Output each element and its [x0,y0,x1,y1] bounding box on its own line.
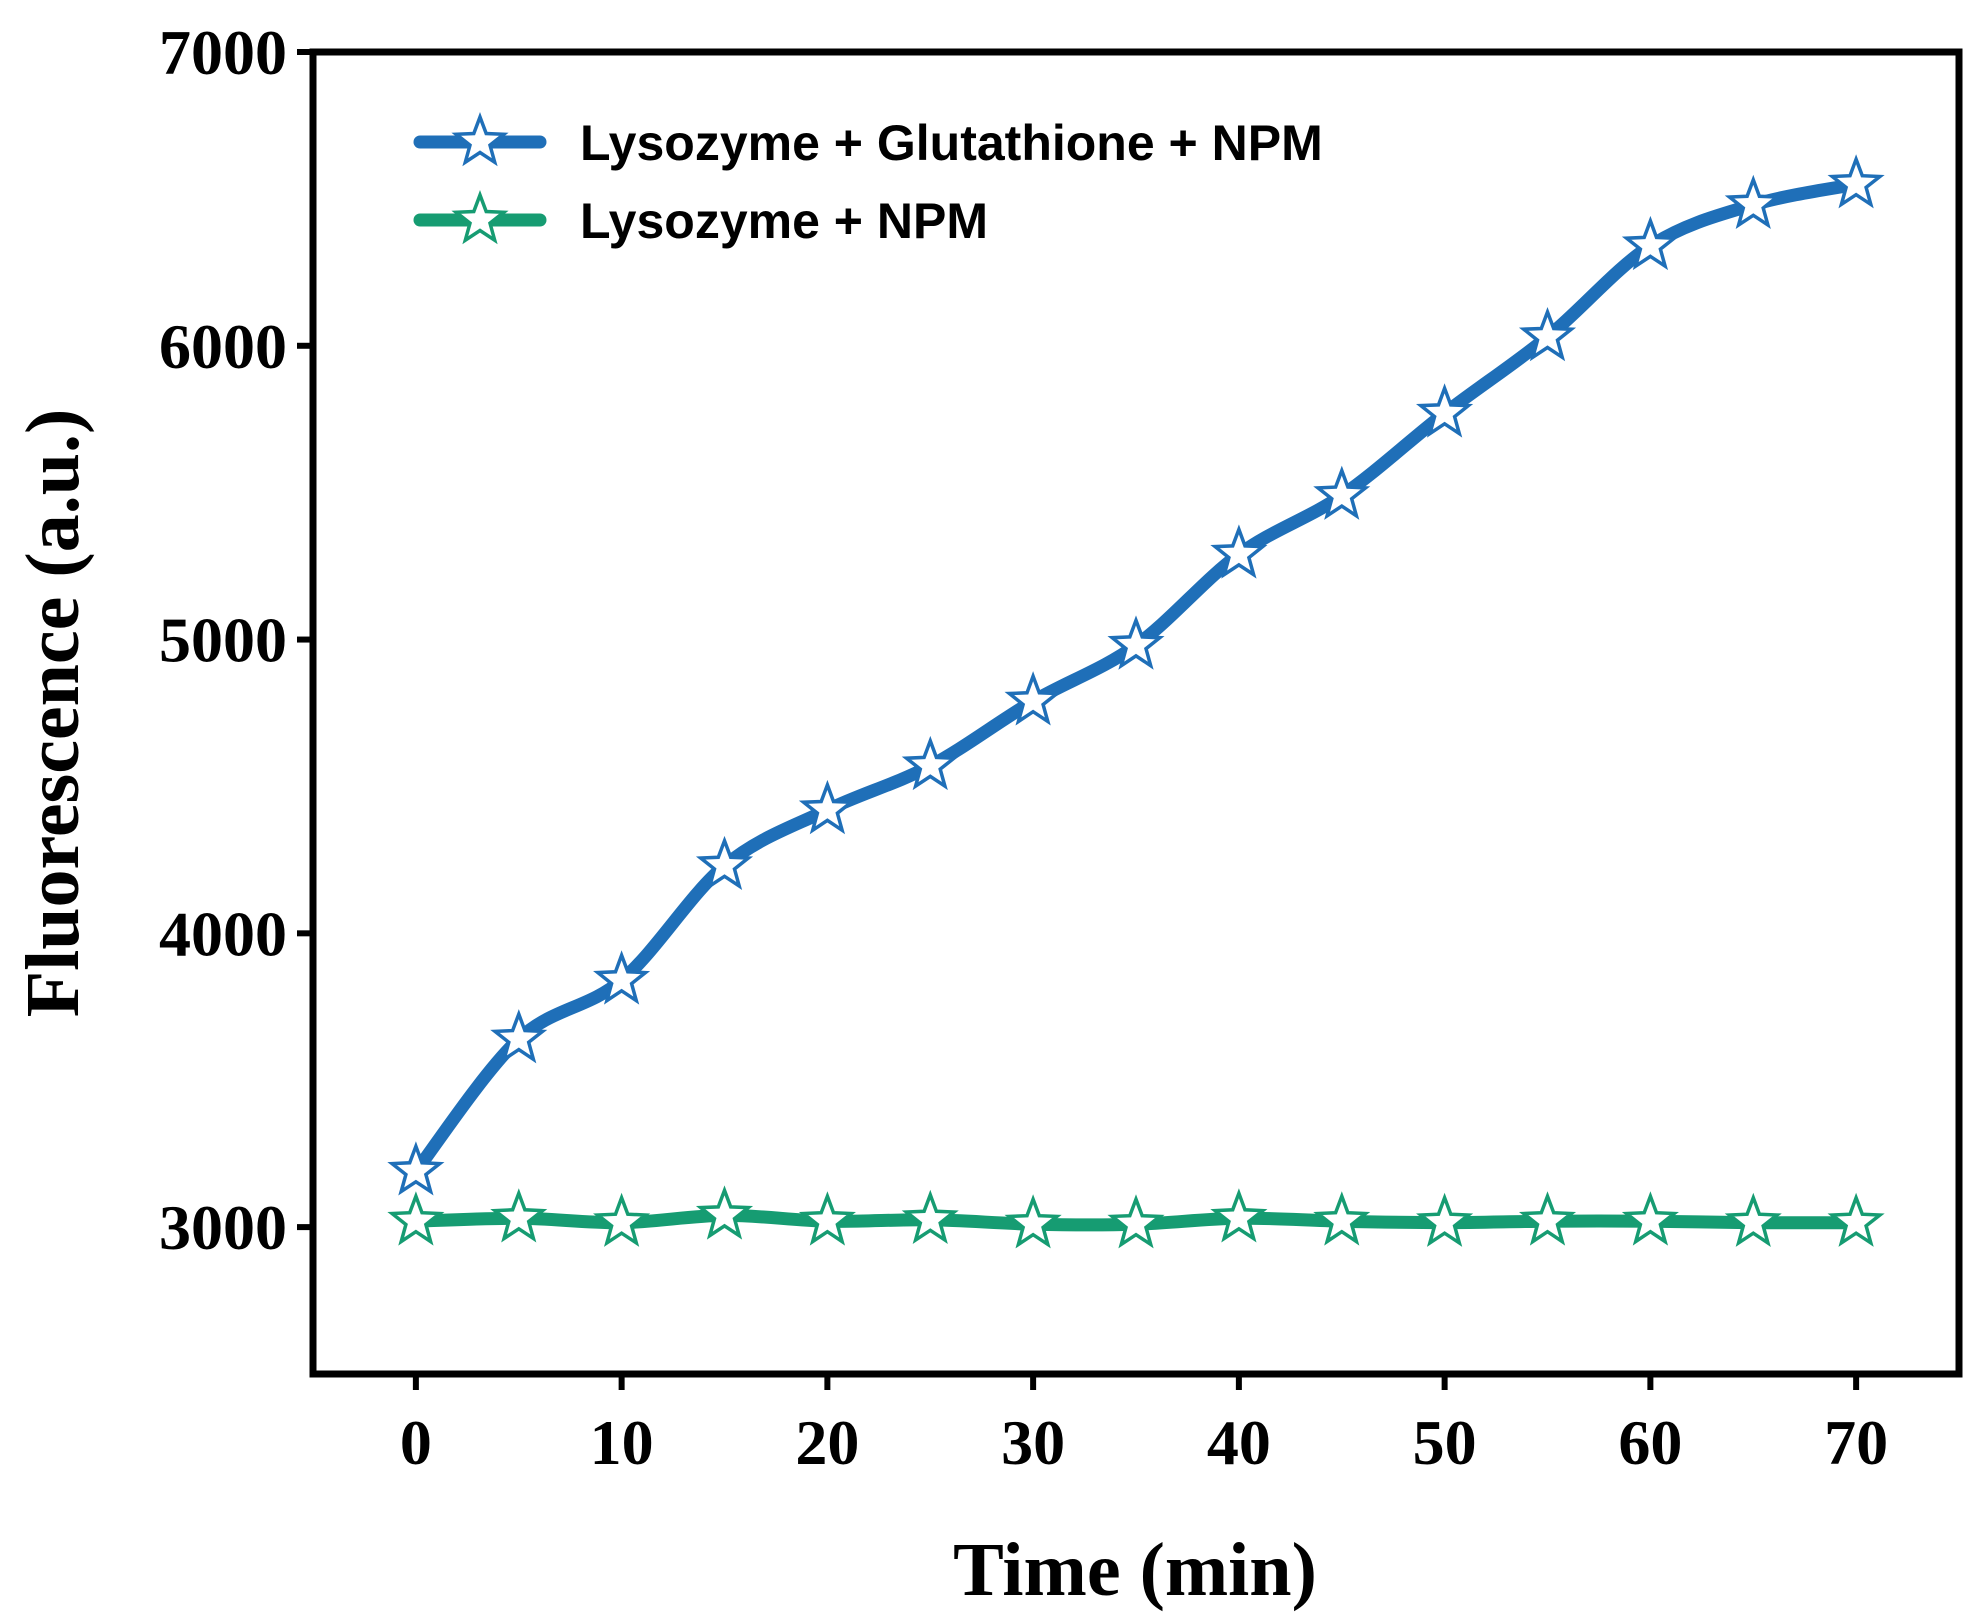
x-tick-label: 0 [400,1407,432,1478]
y-tick-label: 5000 [159,605,287,676]
data-point-marker [387,1191,445,1246]
x-tick-label: 70 [1824,1407,1888,1478]
data-point-marker [1827,1192,1885,1247]
y-tick-label: 7000 [159,17,287,88]
data-point-marker [387,1141,445,1196]
x-axis-title: Time (min) [953,1528,1317,1612]
data-point-marker [1827,154,1885,209]
data-point-marker [1724,1192,1782,1247]
legend-label: Lysozyme + NPM [580,193,988,249]
data-point-marker [1107,615,1165,670]
data-point-marker [1313,465,1371,520]
series-layer [387,154,1885,1249]
data-point-marker [1210,1188,1268,1243]
data-point-marker [1621,215,1679,271]
x-tick-label: 40 [1207,1407,1271,1478]
data-point-marker [1107,1194,1165,1249]
x-tick-label: 50 [1413,1407,1477,1478]
data-point-marker [1621,1191,1679,1246]
y-axis-title: Fluorescence (a.u.) [11,409,95,1018]
data-point-marker [490,1009,548,1064]
data-point-marker [593,950,651,1005]
data-point-marker [1004,671,1062,726]
legend-item: Lysozyme + NPM [413,190,988,249]
data-point-marker [798,779,856,835]
x-tick-label: 10 [590,1407,654,1478]
legend-marker [451,190,509,245]
plot-frame [309,48,1963,1378]
data-point-marker [695,1185,754,1240]
legend: Lysozyme + Glutathione + NPM Lysozyme + N… [413,112,1323,249]
data-point-marker [593,1192,651,1247]
data-point-marker [901,735,959,791]
data-point-marker [1210,524,1268,579]
legend-marker [451,112,509,167]
y-tick-label: 3000 [159,1192,287,1263]
y-tick-label: 4000 [159,898,287,969]
data-point-marker [490,1188,548,1243]
data-point-marker [901,1189,959,1245]
data-point-marker [695,835,754,891]
data-point-marker [1004,1194,1062,1249]
series-line [409,177,1863,1178]
series-2 [387,1185,1885,1249]
y-axis: 3000 4000 5000 6000 7000 [159,17,313,1263]
x-axis: 0 10 20 30 40 50 60 70 [400,1374,1888,1478]
x-tick-label: 20 [795,1407,859,1478]
x-tick-label: 60 [1618,1407,1682,1478]
legend-item: Lysozyme + Glutathione + NPM [413,112,1323,171]
data-point-marker [1416,383,1474,438]
data-point-marker [798,1191,856,1246]
legend-label: Lysozyme + Glutathione + NPM [580,115,1323,171]
y-tick-label: 6000 [159,311,287,382]
data-point-marker [1518,307,1577,362]
data-point-marker [1416,1192,1474,1247]
data-point-marker [1724,174,1782,230]
x-tick-label: 30 [1001,1407,1065,1478]
data-point-marker [1313,1191,1371,1246]
data-point-marker [1518,1191,1577,1246]
series-1 [387,154,1885,1196]
